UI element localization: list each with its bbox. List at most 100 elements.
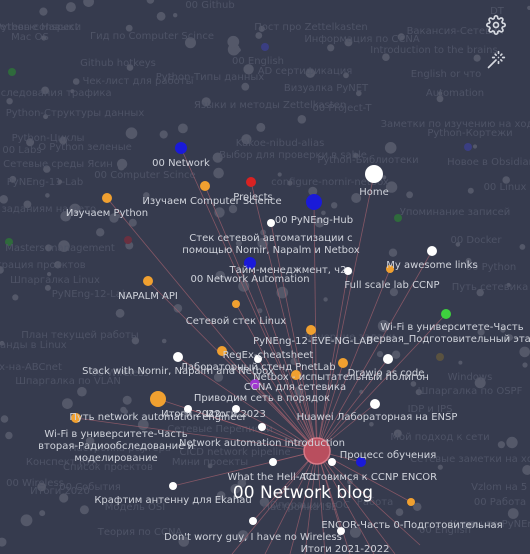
graph-edge [316, 450, 396, 554]
graph-edge [172, 450, 318, 487]
background-node [58, 240, 70, 252]
background-label: 00 Project-T [313, 103, 373, 114]
graph-node[interactable] [337, 527, 345, 535]
background-node [83, 0, 94, 7]
center-node[interactable] [303, 437, 331, 465]
graph-node[interactable] [441, 309, 451, 319]
graph-node[interactable] [175, 142, 187, 154]
graph-node[interactable] [383, 354, 393, 364]
graph-settings-button[interactable] [483, 12, 509, 38]
graph-node[interactable] [143, 276, 153, 286]
background-node [382, 53, 390, 61]
graph-edge [264, 450, 318, 554]
node-label: Wi-Fi в университете-Часть вторая-Радиооб… [38, 429, 194, 464]
background-label: Список проектов [63, 462, 153, 473]
background-label: Automation [426, 88, 484, 99]
background-label: Заметки по изучению на ходу [381, 119, 530, 130]
background-node [57, 179, 63, 185]
graph-nodes[interactable] [71, 142, 451, 535]
background-node [41, 86, 49, 95]
graph-node[interactable] [169, 482, 177, 490]
node-label: Процесс обучения [340, 450, 436, 461]
background-node [173, 13, 178, 18]
graph-node[interactable] [200, 181, 210, 191]
graph-node[interactable] [306, 325, 316, 335]
background-label: Мини проекты [172, 457, 248, 468]
graph-node[interactable] [150, 391, 166, 407]
graph-node[interactable] [427, 246, 437, 256]
graph-node[interactable] [258, 423, 266, 431]
background-node [331, 202, 338, 209]
background-label: Упоминание записей [400, 207, 510, 218]
background-node [356, 90, 362, 97]
graph-node[interactable] [328, 458, 336, 466]
graph-node[interactable] [250, 379, 260, 389]
graph-edge [316, 173, 375, 452]
background-label: Python-conspect [0, 22, 79, 33]
background-node [125, 127, 138, 139]
graph-node[interactable] [356, 457, 366, 467]
graph-node[interactable] [102, 193, 112, 203]
background-node [519, 244, 526, 250]
background-node [238, 280, 250, 292]
graph-node[interactable] [306, 194, 322, 210]
background-node [241, 82, 250, 91]
graph-node[interactable] [244, 257, 256, 269]
node-label: Don't worry guy, I have no Wireless [164, 532, 342, 543]
background-label: Интеграция проектов [0, 260, 86, 271]
background-label: Конспект RTX [26, 457, 98, 468]
graph-node[interactable] [232, 300, 240, 308]
graph-node[interactable] [246, 177, 256, 187]
background-node [45, 193, 50, 198]
background-node [382, 175, 387, 180]
graph-node[interactable] [254, 355, 262, 363]
background-node [522, 362, 528, 368]
background-node [261, 43, 269, 51]
background-node [476, 288, 484, 297]
graph-edge [316, 450, 375, 554]
graph-node[interactable] [365, 165, 383, 183]
background-node [506, 282, 511, 288]
node-label: Сетевой стек Linux [186, 316, 287, 327]
graph-node[interactable] [338, 358, 348, 368]
graph-node[interactable] [71, 413, 81, 423]
graph-node[interactable] [344, 267, 352, 275]
graph-node[interactable] [232, 405, 240, 413]
background-node [0, 415, 9, 423]
graph-animate-button[interactable] [483, 47, 509, 73]
background-node [287, 180, 293, 186]
graph-edge [106, 197, 318, 452]
background-label: Операции в ОС [270, 500, 350, 511]
graph-node[interactable] [184, 405, 192, 413]
graph-node[interactable] [370, 399, 380, 409]
graph-node[interactable] [386, 265, 394, 273]
background-node [213, 167, 224, 179]
background-node [527, 5, 530, 10]
graph-edge [147, 280, 318, 452]
background-node [477, 328, 485, 336]
graph-node[interactable] [173, 352, 183, 362]
graph-node[interactable] [269, 458, 277, 466]
background-node [241, 477, 247, 482]
graph-node[interactable] [249, 517, 257, 525]
background-node [120, 406, 127, 414]
graph-node[interactable] [407, 498, 415, 506]
background-node [143, 192, 150, 199]
graph-edge [316, 358, 389, 452]
graph-edge [316, 450, 326, 554]
graph-edge [177, 356, 318, 452]
node-label: Изучаем Python [66, 208, 148, 219]
node-label: Приводим сеть в порядок [194, 393, 330, 404]
graph-edge [316, 270, 349, 452]
graph-node[interactable] [291, 370, 301, 380]
node-label: Home [359, 187, 389, 198]
background-node [388, 248, 398, 257]
graph-edge [313, 201, 318, 452]
background-node [436, 353, 444, 361]
graph-node[interactable] [217, 346, 227, 356]
graph-edge [180, 147, 318, 452]
background-label: Шпаргалка по OSPF [418, 386, 523, 397]
graph-node[interactable] [267, 219, 275, 227]
background-label: 00 Wireless [6, 478, 64, 489]
